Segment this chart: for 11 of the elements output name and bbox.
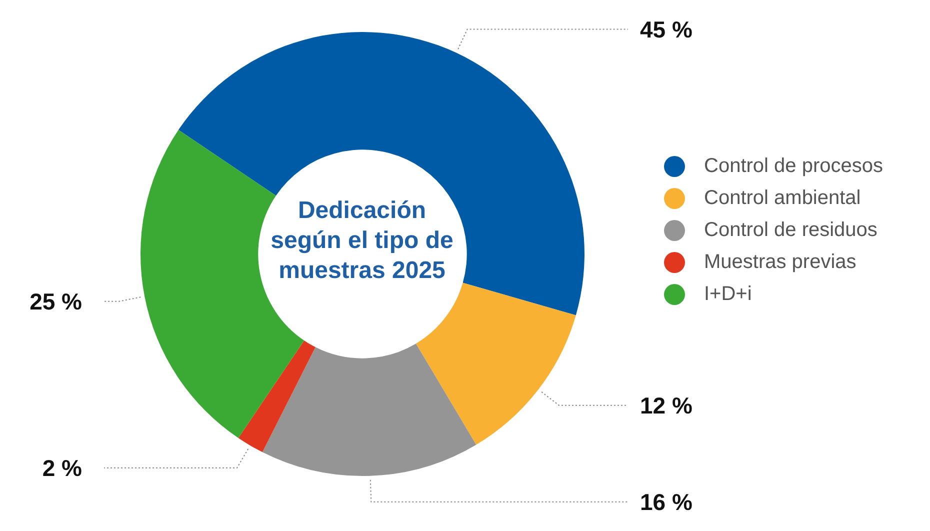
data-label: 12 % bbox=[640, 392, 692, 419]
legend-label: Control ambiental bbox=[704, 186, 861, 210]
legend-label: I+D+i bbox=[704, 282, 752, 306]
legend-label: Muestras previas bbox=[704, 250, 856, 274]
data-label: 16 % bbox=[640, 489, 692, 516]
legend-label: Control de procesos bbox=[704, 154, 883, 178]
data-label: 2 % bbox=[42, 455, 82, 482]
legend-label: Control de residuos bbox=[704, 218, 878, 242]
data-label: 45 % bbox=[640, 16, 692, 43]
data-label: 25 % bbox=[30, 288, 82, 315]
text: Dedicación según el tipo de muestras 2025 bbox=[270, 196, 454, 286]
